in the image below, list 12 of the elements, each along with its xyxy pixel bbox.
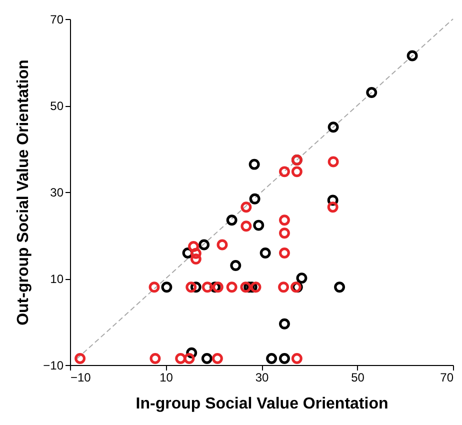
x-tick-label: 70 [440,370,454,384]
y-tick-label: 50 [50,99,64,113]
y-axis-title: Out-group Social Value Orientation [15,60,32,326]
y-tick-label: 70 [50,12,64,26]
x-axis-title: In-group Social Value Orientation [136,396,388,412]
x-tick-label: 10 [160,370,174,384]
x-tick-label: 50 [351,370,365,384]
y-tick-label: −10 [43,358,64,372]
x-tick-label: −10 [70,370,92,384]
y-tick-label: 30 [50,186,64,200]
y-tick-label: 10 [50,272,64,286]
x-tick-label: 30 [255,370,269,384]
